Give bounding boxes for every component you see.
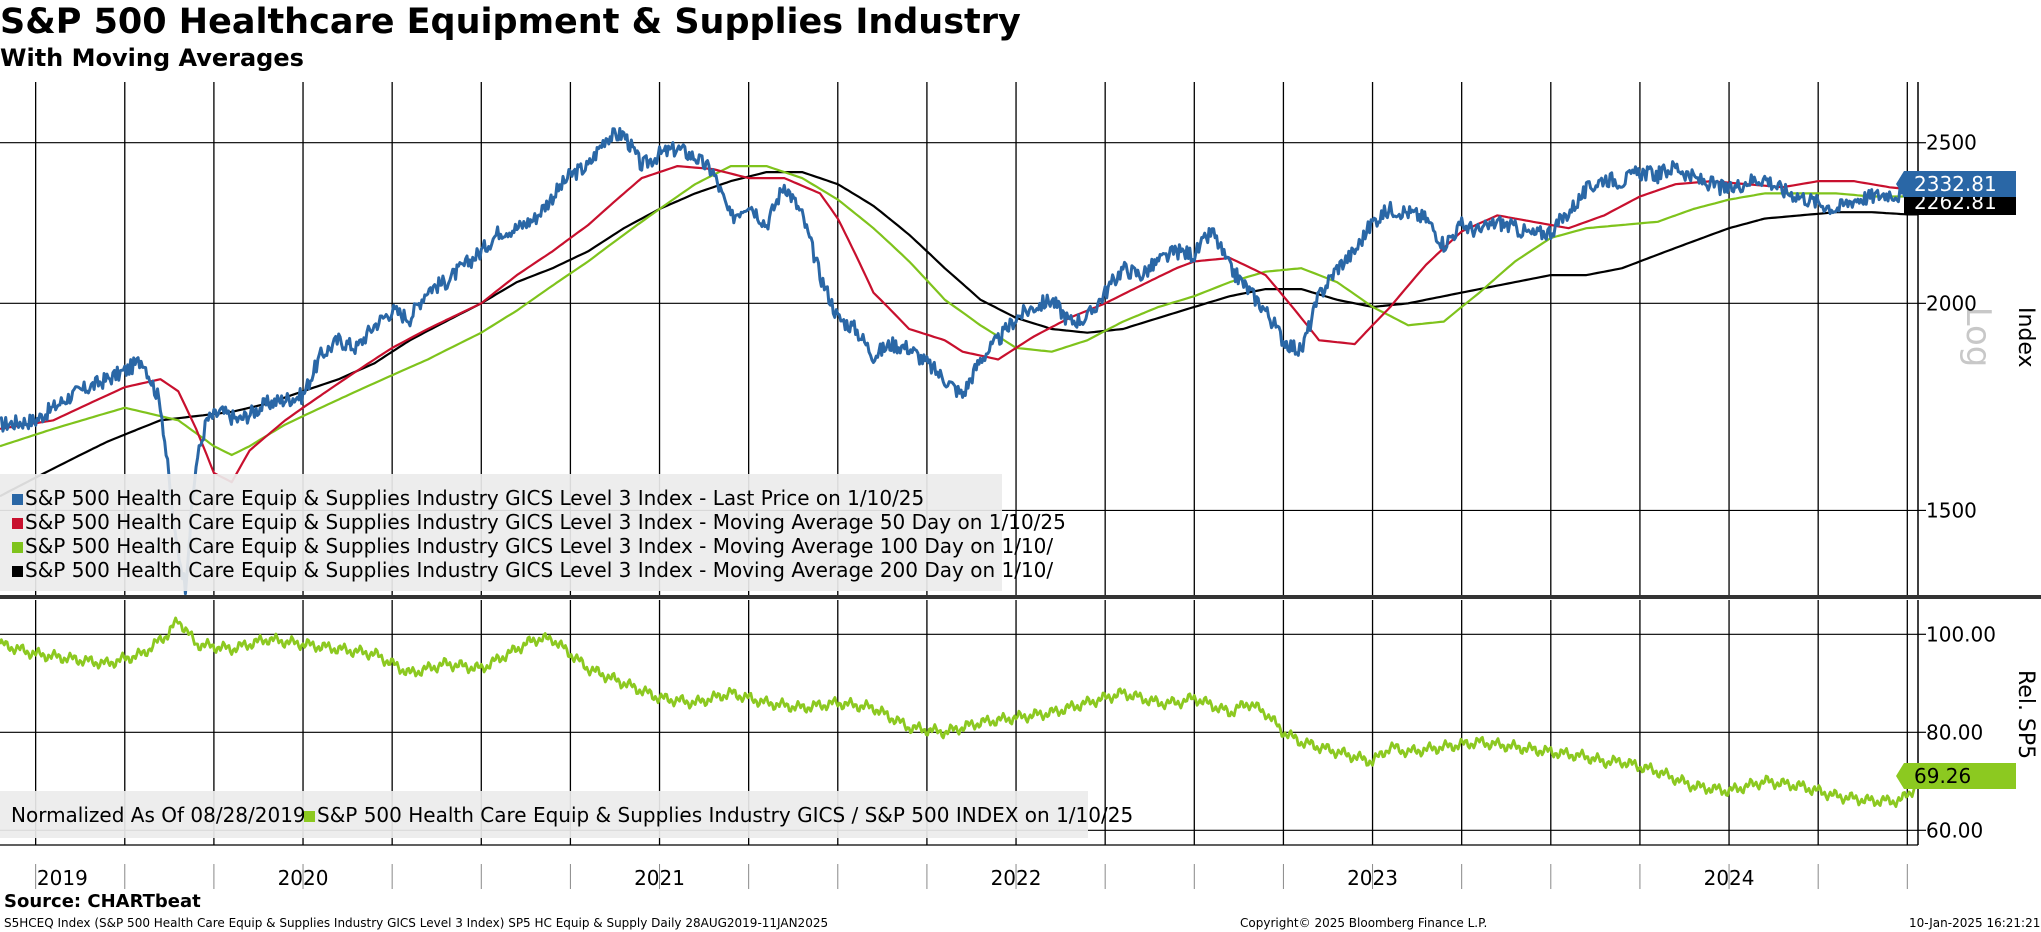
x-year-label: 2019 — [37, 866, 88, 890]
series-last-price — [0, 127, 1920, 596]
bottom-y-tick-labels: 100.00 80.00 60.00 — [1926, 622, 1996, 842]
series-ma-100 — [0, 165, 1918, 457]
legend-item-relative: S&P 500 Health Care Equip & Supplies Ind… — [304, 803, 1133, 827]
legend-item-ma200: S&P 500 Health Care Equip & Supplies Ind… — [12, 558, 1053, 582]
x-year-label: 2024 — [1704, 866, 1755, 890]
y-tick-label: 100.00 — [1926, 622, 1996, 646]
legend-swatch-blue — [12, 494, 23, 505]
legend-swatch-green — [304, 811, 315, 822]
footer-timestamp: 10-Jan-2025 16:21:21 — [1909, 916, 2041, 930]
legend-item-ma100: S&P 500 Health Care Equip & Supplies Ind… — [12, 534, 1053, 558]
series-ma-50 — [0, 165, 1919, 484]
legend-label: S&P 500 Health Care Equip & Supplies Ind… — [25, 510, 1066, 534]
top-panel-series — [0, 127, 1920, 596]
last-price-tag-arrow — [1896, 171, 1904, 197]
y-tick-label: 60.00 — [1926, 818, 1983, 842]
x-year-label: 2023 — [1347, 866, 1398, 890]
legend-item-last-price: S&P 500 Health Care Equip & Supplies Ind… — [12, 486, 924, 510]
legend-label: S&P 500 Health Care Equip & Supplies Ind… — [25, 558, 1054, 582]
relative-value-tag: 69.26 — [1904, 763, 2016, 789]
legend-swatch-red — [12, 518, 23, 529]
y-tick-label: 2000 — [1926, 291, 1977, 315]
chart-title: S&P 500 Healthcare Equipment & Supplies … — [0, 2, 1021, 42]
legend-swatch-black — [12, 566, 23, 577]
legend-item-ma50: S&P 500 Health Care Equip & Supplies Ind… — [12, 510, 1066, 534]
bottom-y-axis-title: Rel. SP5 — [2013, 670, 2038, 760]
legend-label: S&P 500 Health Care Equip & Supplies Ind… — [317, 803, 1134, 827]
x-year-label: 2020 — [278, 866, 329, 890]
x-year-label: 2021 — [634, 866, 685, 890]
series-ma-200 — [0, 171, 1918, 498]
legend-swatch-green — [12, 542, 23, 553]
top-y-axis-title: Index — [2013, 307, 2038, 368]
value-tags — [1896, 171, 1904, 789]
last-price-value-tag: 2332.81 — [1904, 171, 2016, 197]
relative-legend: Normalized As Of 08/28/2019 S&P 500 Heal… — [0, 791, 1133, 838]
normalized-note: Normalized As Of 08/28/2019 — [11, 803, 306, 827]
y-tick-label: 80.00 — [1926, 720, 1983, 744]
x-year-label: 2022 — [991, 866, 1042, 890]
series-relative-sp5 — [0, 616, 1920, 808]
price-legend: S&P 500 Health Care Equip & Supplies Ind… — [0, 474, 1066, 591]
log-scale-watermark: Log — [1958, 307, 1998, 368]
x-axis-year-labels: 2019 2020 2021 2022 2023 2024 — [37, 866, 1755, 890]
legend-label: S&P 500 Health Care Equip & Supplies Ind… — [25, 486, 925, 510]
footer-copyright: Copyright© 2025 Bloomberg Finance L.P. — [1240, 916, 1488, 930]
footer-description: S5HCEQ Index (S&P 500 Health Care Equip … — [4, 916, 829, 930]
top-y-tick-labels: 2500 2000 1500 — [1926, 131, 1977, 523]
relative-tag-arrow — [1896, 763, 1904, 789]
legend-label: S&P 500 Health Care Equip & Supplies Ind… — [25, 534, 1054, 558]
source-note: Source: CHARTbeat — [4, 891, 201, 912]
y-tick-label: 1500 — [1926, 498, 1977, 522]
bottom-panel-series — [0, 616, 1920, 808]
chart-subtitle: With Moving Averages — [0, 44, 304, 72]
y-tick-label: 2500 — [1926, 131, 1977, 155]
